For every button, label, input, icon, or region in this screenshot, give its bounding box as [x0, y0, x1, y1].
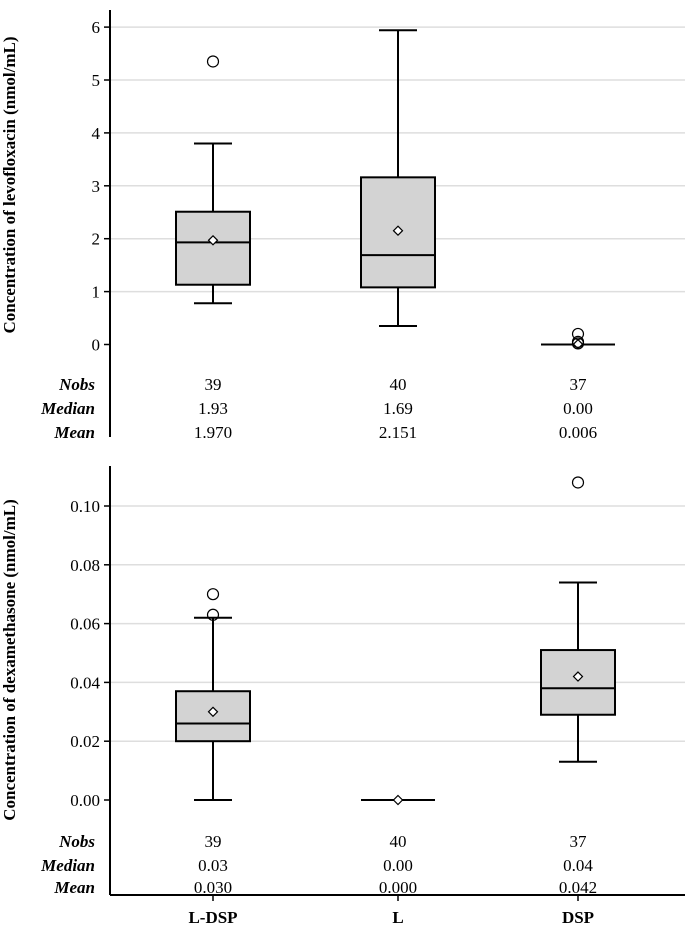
y-tick-label: 0.00 — [70, 791, 100, 810]
stat-value: 39 — [205, 832, 222, 851]
y-axis-title: Concentration of dexamethasone (nmol/mL) — [0, 499, 19, 821]
stat-value: 37 — [570, 832, 588, 851]
mean-marker — [207, 234, 219, 246]
y-tick-label: 5 — [92, 71, 101, 90]
panels: 0 1 2 3 4 5 6 Concentration of levofloxacin (nm… — [0, 10, 685, 901]
box-L — [361, 794, 435, 806]
mean-marker — [392, 225, 404, 237]
stat-row-label: Nobs — [58, 832, 95, 851]
y-tick-label: 0.08 — [70, 556, 100, 575]
stat-row-label: Median — [40, 856, 95, 875]
y-tick-label: 3 — [92, 177, 101, 196]
stat-value: 40 — [390, 375, 407, 394]
y-axis-title: Concentration of levofloxacin (nmol/mL) — [0, 37, 19, 334]
stat-value: 37 — [570, 375, 588, 394]
stat-value: 1.69 — [383, 399, 413, 418]
x-axis: L-DSP L DSP — [188, 908, 594, 927]
mean-marker — [392, 794, 404, 806]
stat-value: 2.151 — [379, 423, 417, 442]
y-tick-label: 4 — [92, 124, 101, 143]
x-category-label: L-DSP — [188, 908, 237, 927]
iqr-box — [175, 210, 251, 286]
outlier-point — [206, 588, 220, 601]
outlier-point — [206, 608, 220, 621]
stat-row-label: Mean — [53, 423, 95, 442]
y-tick-label: 0.04 — [70, 673, 100, 692]
stat-row-label: Median — [40, 399, 95, 418]
stat-value: 0.006 — [559, 423, 597, 442]
stat-value: 1.93 — [198, 399, 228, 418]
stat-value: 0.00 — [563, 399, 593, 418]
stat-value: 39 — [205, 375, 222, 394]
stat-value: 0.042 — [559, 878, 597, 897]
panel-2: 0.00 0.02 0.04 0.06 0.08 0.10 Concentration of… — [0, 466, 685, 897]
panel-1: 0 1 2 3 4 5 6 Concentration of levofloxacin (nm… — [0, 10, 685, 442]
stat-value: 0.03 — [198, 856, 228, 875]
iqr-box — [540, 649, 616, 716]
mean-marker — [207, 706, 219, 718]
x-category-label: L — [392, 908, 403, 927]
stat-value: 0.000 — [379, 878, 417, 897]
outlier-point — [206, 55, 220, 68]
box-DSP — [540, 476, 616, 763]
stat-value: 1.970 — [194, 423, 232, 442]
y-tick-label: 0.06 — [70, 615, 100, 634]
y-tick-label: 0.02 — [70, 732, 100, 751]
outlier-point — [571, 476, 585, 489]
box-L-DSP — [175, 588, 251, 801]
x-category-label: DSP — [562, 908, 594, 927]
y-tick-label: 1 — [92, 283, 101, 302]
stat-row-label: Nobs — [58, 375, 95, 394]
stat-value: 0.00 — [383, 856, 413, 875]
y-tick-label: 0.10 — [70, 497, 100, 516]
y-tick-label: 0 — [92, 336, 101, 355]
mean-marker — [572, 671, 584, 682]
outlier-point — [571, 327, 585, 341]
box-DSP — [541, 327, 615, 350]
y-tick-label: 6 — [92, 18, 101, 37]
stat-value: 0.04 — [563, 856, 593, 875]
y-tick-label: 2 — [92, 230, 101, 249]
stat-value: 40 — [390, 832, 407, 851]
stat-row-label: Mean — [53, 878, 95, 897]
stat-value: 0.030 — [194, 878, 232, 897]
box-L-DSP — [175, 55, 251, 305]
box-L — [360, 29, 436, 327]
outlier-point — [571, 337, 585, 350]
